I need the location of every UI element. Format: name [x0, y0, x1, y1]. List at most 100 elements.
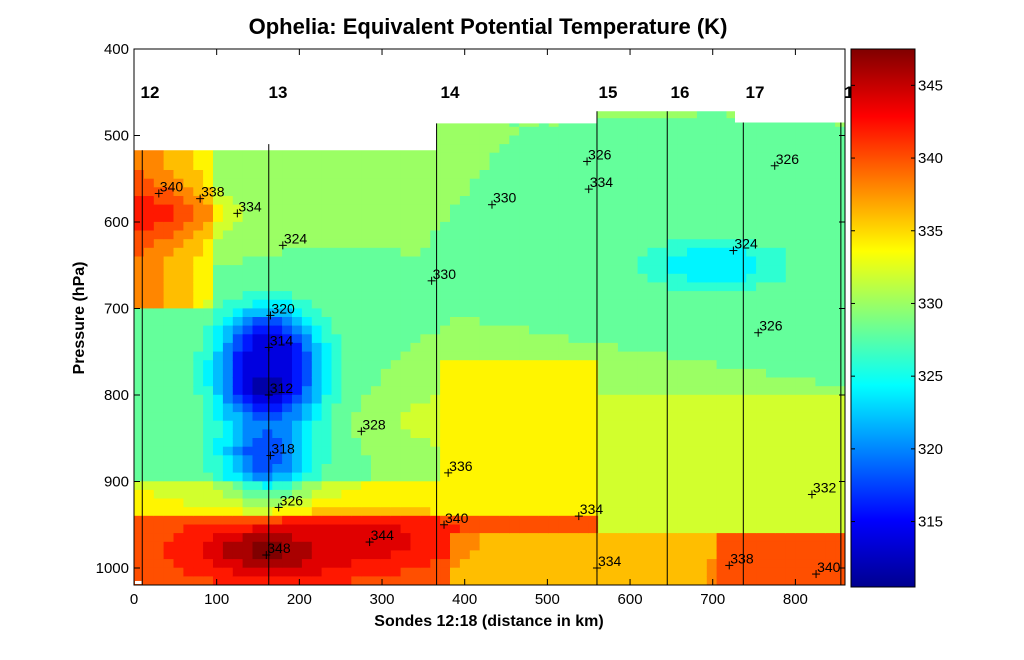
field-cell — [489, 403, 500, 413]
field-cell — [519, 420, 530, 430]
field-cell — [598, 325, 609, 335]
field-cell — [380, 533, 392, 543]
field-cell — [173, 360, 184, 370]
field-cell — [301, 507, 313, 517]
field-cell — [469, 256, 481, 266]
field-cell — [400, 464, 412, 474]
field-cell — [529, 524, 540, 534]
contour-label: 334 — [238, 198, 262, 214]
field-cell — [627, 135, 639, 145]
field-cell — [637, 230, 649, 240]
field-cell — [203, 239, 214, 249]
field-cell — [459, 247, 471, 257]
field-cell — [627, 438, 639, 448]
field-cell — [598, 446, 609, 456]
field-cell — [351, 412, 362, 422]
field-cell — [519, 334, 530, 344]
field-cell — [183, 567, 194, 577]
field-cell — [430, 567, 441, 577]
field-cell — [499, 403, 510, 413]
field-cell — [766, 196, 777, 206]
field-cell — [430, 377, 441, 387]
field-cell — [173, 230, 184, 240]
field-cell — [331, 403, 342, 413]
field-cell — [400, 541, 412, 551]
field-cell — [775, 351, 787, 361]
field-cell — [795, 118, 807, 128]
field-cell — [706, 204, 718, 214]
field-cell — [835, 308, 845, 318]
field-cell — [726, 152, 737, 162]
field-cell — [815, 429, 826, 439]
field-cell — [331, 386, 342, 396]
field-cell — [380, 221, 392, 232]
field-cell — [410, 446, 421, 456]
field-cell — [647, 221, 658, 232]
field-cell — [529, 559, 540, 569]
field-cell — [430, 481, 441, 491]
field-cell — [608, 386, 619, 396]
field-cell — [292, 256, 303, 266]
field-cell — [351, 178, 362, 188]
field-cell — [578, 403, 589, 413]
field-cell — [667, 247, 678, 257]
field-cell — [509, 239, 520, 249]
field-cell — [529, 533, 540, 543]
field-cell — [193, 204, 204, 214]
field-cell — [193, 368, 204, 379]
field-cell — [459, 438, 471, 448]
field-cell — [292, 325, 303, 335]
field-cell — [242, 550, 254, 560]
field-cell — [756, 161, 767, 171]
field-cell — [538, 265, 550, 275]
field-cell — [213, 464, 224, 474]
field-cell — [568, 239, 579, 249]
field-cell — [805, 291, 816, 301]
field-cell — [459, 273, 471, 283]
field-cell — [361, 394, 372, 404]
field-cell — [321, 178, 333, 188]
field-cell — [341, 221, 352, 232]
field-cell — [203, 221, 214, 232]
field-cell — [390, 213, 402, 223]
field-cell — [548, 187, 560, 197]
field-cell — [262, 455, 273, 465]
field-cell — [331, 256, 342, 266]
field-cell — [232, 481, 244, 491]
field-cell — [361, 472, 372, 482]
field-cell — [272, 291, 283, 301]
field-cell — [193, 273, 204, 283]
field-cell — [696, 541, 708, 551]
field-cell — [459, 178, 471, 188]
field-cell — [321, 256, 333, 266]
field-cell — [499, 351, 510, 361]
field-cell — [440, 368, 451, 379]
field-cell — [766, 515, 777, 525]
field-cell — [835, 170, 845, 180]
field-cell — [706, 360, 718, 370]
field-cell — [232, 524, 244, 534]
field-cell — [775, 247, 787, 257]
field-cell — [163, 342, 175, 353]
field-cell — [726, 109, 737, 119]
field-cell — [292, 187, 303, 197]
field-cell — [262, 230, 273, 240]
field-cell — [608, 204, 619, 214]
field-cell — [588, 308, 599, 318]
field-cell — [558, 377, 570, 387]
field-cell — [706, 161, 718, 171]
field-cell — [608, 533, 619, 543]
field-cell — [469, 170, 481, 180]
field-cell — [232, 299, 244, 309]
field-cell — [726, 489, 737, 500]
field-cell — [153, 170, 165, 180]
field-cell — [163, 481, 175, 491]
field-cell — [558, 342, 570, 353]
field-cell — [795, 446, 807, 456]
field-cell — [450, 515, 461, 525]
field-cell — [538, 291, 550, 301]
field-cell — [153, 308, 165, 318]
field-cell — [242, 481, 254, 491]
field-cell — [143, 204, 155, 214]
field-cell — [529, 481, 540, 491]
